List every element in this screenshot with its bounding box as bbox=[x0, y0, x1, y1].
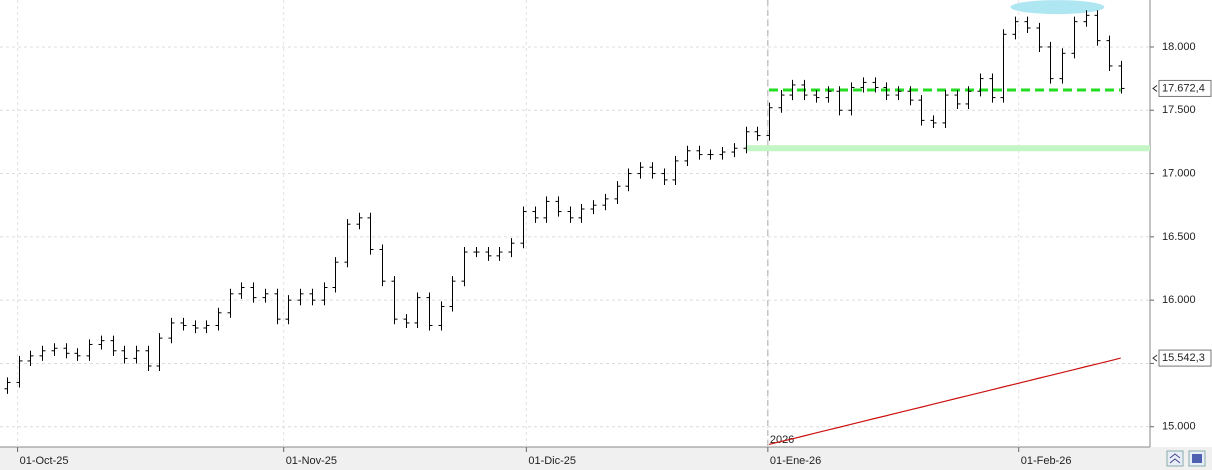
x-tick-label: 01-Oct-25 bbox=[20, 455, 69, 467]
last-value-box bbox=[1158, 79, 1212, 97]
year-label: 2026 bbox=[770, 434, 794, 446]
y-tick-label: 17.500 bbox=[1162, 104, 1196, 116]
x-axis-strip bbox=[0, 447, 1212, 470]
y-tick-label: 17.000 bbox=[1162, 167, 1196, 179]
last-value-label: 17.672,4 bbox=[1162, 82, 1205, 94]
last-marker bbox=[1152, 354, 1158, 362]
save-icon bbox=[1192, 454, 1202, 463]
x-tick-label: 01-Ene-26 bbox=[770, 455, 821, 467]
scroll-icon bbox=[1169, 453, 1181, 464]
last-value-label: 15.542,3 bbox=[1162, 352, 1205, 364]
y-tick-label: 16.000 bbox=[1162, 294, 1196, 306]
y-tick-label: 18.000 bbox=[1162, 41, 1196, 53]
x-tick-label: 01-Dic-25 bbox=[528, 455, 576, 467]
y-tick-label: 16.500 bbox=[1162, 231, 1196, 243]
x-tick-label: 01-Nov-25 bbox=[286, 455, 337, 467]
x-tick-label: 01-Feb-26 bbox=[1021, 455, 1072, 467]
moving-average-line bbox=[768, 357, 1121, 446]
support-band bbox=[745, 145, 1150, 152]
y-tick-label: 15.000 bbox=[1162, 421, 1196, 433]
top-highlight bbox=[1010, 0, 1105, 15]
last-value-box bbox=[1158, 349, 1212, 367]
last-marker bbox=[1152, 85, 1158, 92]
